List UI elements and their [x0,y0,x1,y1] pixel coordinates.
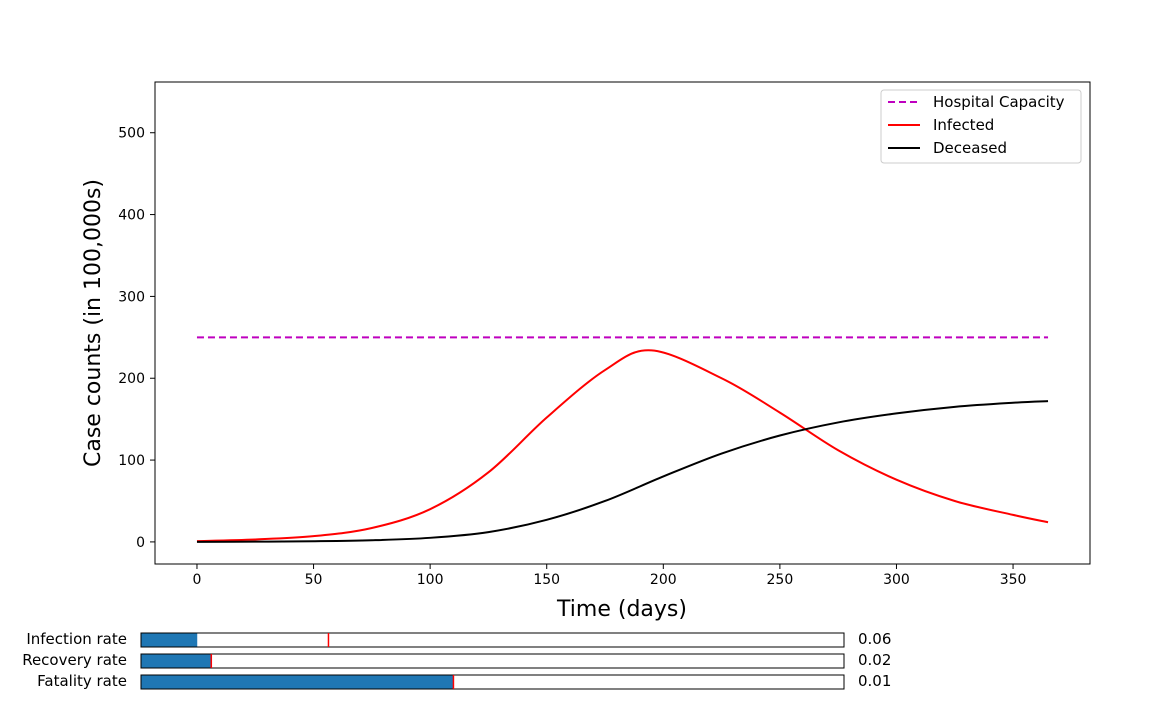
x-tick-label: 100 [417,572,444,588]
legend-label-deceased: Deceased [933,139,1007,157]
legend: Hospital Capacity Infected Deceased [880,89,1082,164]
x-tick-label: 250 [767,572,794,588]
legend-label-infected: Infected [933,116,994,134]
slider-label: Infection rate [26,630,127,648]
slider-value: 0.02 [858,651,891,669]
slider-fatality-rate[interactable]: Fatality rate 0.01 [37,672,891,690]
slider-track[interactable] [140,632,845,648]
slider-fill [141,633,198,647]
slider-panel: Infection rate 0.06 Recovery rate 0.02 Fatal… [22,630,891,690]
y-tick-label: 500 [118,126,145,142]
x-tick-label: 0 [193,572,202,588]
slider-frame [140,632,845,648]
slider-frame [140,674,845,690]
x-axis-ticks: 0 50 100 150 200 250 300 350 [193,564,1027,588]
y-tick-label: 100 [118,453,145,469]
legend-frame [880,89,1082,164]
series-lines [196,336,1049,543]
series-line-deceased [196,400,1049,543]
slider-frame [140,653,845,669]
slider-track[interactable] [140,653,845,669]
x-tick-label: 300 [883,572,910,588]
x-tick-label: 200 [650,572,677,588]
slider-recovery-rate[interactable]: Recovery rate 0.02 [22,651,891,669]
slider-infection-rate[interactable]: Infection rate 0.06 [26,630,891,648]
slider-label: Recovery rate [22,651,127,669]
y-tick-label: 300 [118,289,145,305]
legend-label-hospital-capacity: Hospital Capacity [933,93,1065,111]
slider-value: 0.01 [858,672,891,690]
y-tick-label: 400 [118,208,145,224]
x-tick-label: 50 [305,572,323,588]
x-axis-label: Time (days) [556,597,687,622]
y-axis-label: Case counts (in 100,000s) [81,179,106,467]
slider-value: 0.06 [858,630,891,648]
series-line-infected [196,349,1049,543]
slider-fill [141,675,454,689]
slider-fill [141,654,212,668]
x-tick-label: 350 [1000,572,1027,588]
y-tick-label: 0 [136,535,145,551]
x-tick-label: 150 [533,572,560,588]
y-tick-label: 200 [118,371,145,387]
slider-label: Fatality rate [37,672,127,690]
y-axis-ticks: 0 100 200 300 400 500 [118,126,155,551]
